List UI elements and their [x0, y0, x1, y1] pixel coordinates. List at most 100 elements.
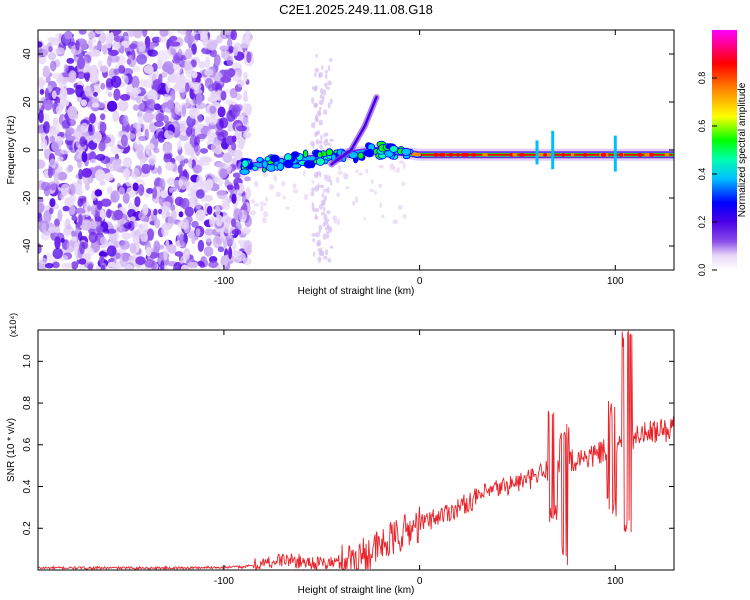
noise-blob: [49, 183, 59, 191]
noise-blob: [107, 91, 113, 98]
spectrogram-x-label: Height of straight line (km): [298, 286, 415, 297]
noise-blob: [49, 158, 56, 169]
faint-blob: [318, 107, 322, 111]
noise-blob: [220, 237, 226, 243]
noise-blob: [126, 58, 132, 65]
faint-blob: [354, 196, 359, 203]
faint-blob: [335, 176, 340, 184]
noise-blob: [147, 49, 159, 57]
faint-blob: [330, 180, 333, 186]
noise-blob: [163, 153, 172, 164]
track-blob: [239, 168, 250, 175]
faint-blob: [318, 71, 324, 78]
noise-blob: [185, 143, 193, 155]
faint-blob: [312, 238, 316, 243]
snr-x-label: Height of straight line (km): [298, 585, 415, 596]
noise-blob: [122, 115, 129, 127]
noise-blob: [146, 228, 155, 241]
noise-blob: [95, 169, 106, 182]
track-blob: [389, 145, 399, 153]
faint-blob: [392, 219, 399, 225]
noise-blob: [245, 103, 252, 116]
noise-blob: [163, 130, 175, 140]
snr-x-ticks: -100 0 100: [214, 330, 624, 587]
noise-blob: [231, 241, 237, 250]
faint-blob: [310, 140, 315, 147]
noise-blob: [227, 38, 233, 49]
noise-blob: [77, 56, 86, 70]
faint-blob: [313, 251, 316, 258]
faint-blob: [281, 180, 286, 187]
noise-blob: [228, 46, 234, 53]
faint-blob: [314, 131, 318, 138]
noise-blob: [75, 207, 85, 215]
noise-blob: [151, 36, 162, 43]
x-tick-label: 100: [607, 576, 624, 587]
noise-blob: [215, 214, 223, 227]
core-dot: [482, 153, 488, 157]
noise-blob: [133, 30, 143, 39]
noise-blob: [217, 131, 225, 142]
noise-blob: [197, 260, 205, 267]
noise-blob: [136, 53, 148, 65]
noise-blob: [78, 30, 87, 35]
y-tick-label: 0.6: [22, 437, 33, 451]
noise-blob: [54, 47, 65, 55]
faint-blob: [253, 203, 260, 207]
noise-blob: [185, 82, 190, 93]
noise-blob: [106, 100, 118, 112]
noise-blob: [231, 229, 242, 236]
noise-blob: [43, 121, 50, 134]
noise-blob: [198, 61, 206, 69]
noise-blob: [61, 119, 71, 129]
noise-blob: [38, 213, 43, 222]
faint-blob: [259, 201, 264, 205]
noise-blob: [219, 45, 229, 52]
noise-blob: [191, 220, 199, 228]
noise-blob: [91, 102, 100, 108]
noise-blob: [184, 250, 190, 258]
noise-blob: [87, 124, 95, 136]
noise-blob: [208, 260, 219, 269]
faint-blob: [250, 210, 256, 216]
noise-blob: [42, 65, 50, 78]
noise-blob: [76, 188, 83, 196]
colorbar-ticks: 0.0 0.2 0.4 0.6 0.8: [697, 72, 717, 276]
noise-blob: [144, 128, 149, 141]
noise-blob: [94, 30, 105, 35]
noise-blob: [43, 103, 53, 110]
colorbar-tick-label: 0.4: [697, 168, 707, 181]
faint-blob: [323, 255, 328, 260]
noise-blob: [113, 68, 121, 75]
noise-blob: [166, 211, 171, 217]
core-dot: [441, 153, 446, 157]
noise-blob: [65, 166, 73, 174]
faint-blob: [321, 95, 325, 102]
faint-blob: [318, 203, 324, 210]
core-dot: [664, 153, 670, 157]
noise-blob: [68, 70, 77, 81]
noise-blob: [243, 71, 248, 83]
faint-blob: [268, 184, 275, 190]
spectrogram-y-label: Frequency (Hz): [6, 116, 17, 185]
noise-blob: [155, 113, 165, 123]
x-tick-label: -100: [214, 576, 234, 587]
noise-blob: [217, 246, 225, 253]
spectrogram-x-ticks: -100 0 100: [214, 30, 624, 287]
faint-blob: [292, 183, 297, 190]
noise-blob: [80, 122, 89, 134]
core-dot: [470, 153, 477, 157]
core-dot: [456, 153, 460, 157]
colorbar-tick-label: 0.8: [697, 72, 707, 85]
noise-blob: [95, 211, 100, 218]
faint-blob: [316, 110, 322, 116]
noise-blob: [75, 84, 84, 98]
noise-blob: [189, 87, 196, 100]
noise-blob: [57, 156, 64, 162]
faint-blob: [324, 174, 330, 182]
noise-blob: [107, 186, 113, 195]
noise-blob: [205, 56, 211, 69]
faint-blob: [323, 214, 328, 221]
noise-blob: [78, 168, 83, 180]
noise-blob: [94, 216, 102, 222]
